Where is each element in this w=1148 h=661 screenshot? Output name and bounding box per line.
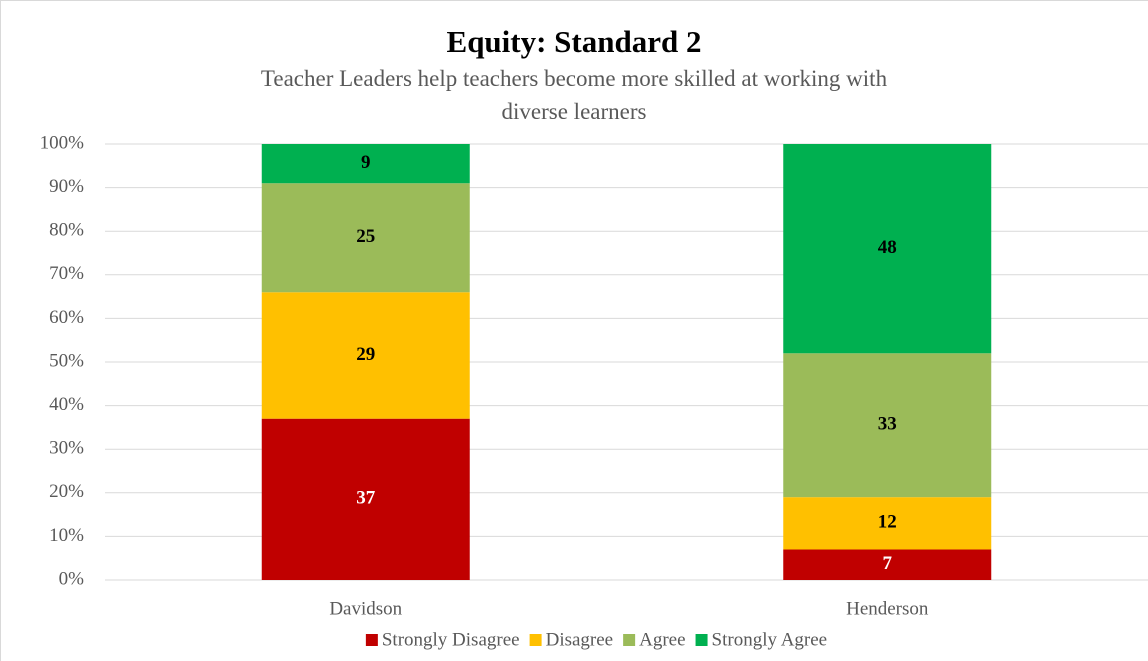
legend-swatch [623, 634, 636, 646]
bar-segment [783, 549, 992, 580]
legend-label: Strongly Agree [712, 629, 828, 650]
y-tick-label: 90% [49, 176, 84, 197]
data-label: 12 [878, 512, 897, 533]
data-label: 37 [356, 488, 376, 509]
y-tick-label: 10% [49, 525, 84, 546]
y-tick-label: 100% [40, 132, 85, 153]
legend-label: Agree [639, 629, 685, 650]
legend-swatch [529, 634, 542, 646]
bar-segment [783, 144, 992, 354]
legend-swatch [695, 634, 708, 646]
bar-segment [261, 292, 470, 419]
bar-segment [783, 353, 992, 498]
bar-segment [783, 497, 992, 550]
bar-segment [261, 144, 470, 184]
x-tick-label: Henderson [846, 598, 929, 619]
y-tick-label: 30% [49, 438, 84, 459]
x-tick-label: Davidson [329, 598, 402, 619]
data-label: 25 [356, 226, 375, 247]
legend-swatch [365, 634, 378, 646]
y-tick-label: 40% [49, 394, 84, 415]
bar-segment [261, 418, 470, 580]
legend-label: Strongly Disagree [382, 629, 520, 650]
header: Equity: Standard 2 Teacher Leaders help … [0, 22, 1148, 128]
y-tick-label: 70% [49, 263, 84, 284]
y-tick-label: 0% [59, 568, 85, 589]
y-tick-label: 60% [49, 307, 84, 328]
chart-subtitle: Teacher Leaders help teachers become mor… [260, 66, 888, 124]
y-tick-label: 20% [49, 481, 84, 502]
legend-label: Disagree [546, 629, 614, 650]
data-label: 33 [878, 414, 897, 435]
data-label: 7 [883, 553, 893, 574]
data-label: 29 [356, 344, 375, 365]
chart-title: Equity: Standard 2 [446, 24, 702, 59]
y-tick-label: 50% [49, 350, 84, 371]
bar-segment [261, 183, 470, 293]
data-label: 9 [361, 152, 371, 173]
data-label: 48 [878, 237, 897, 258]
y-tick-label: 80% [49, 220, 84, 241]
